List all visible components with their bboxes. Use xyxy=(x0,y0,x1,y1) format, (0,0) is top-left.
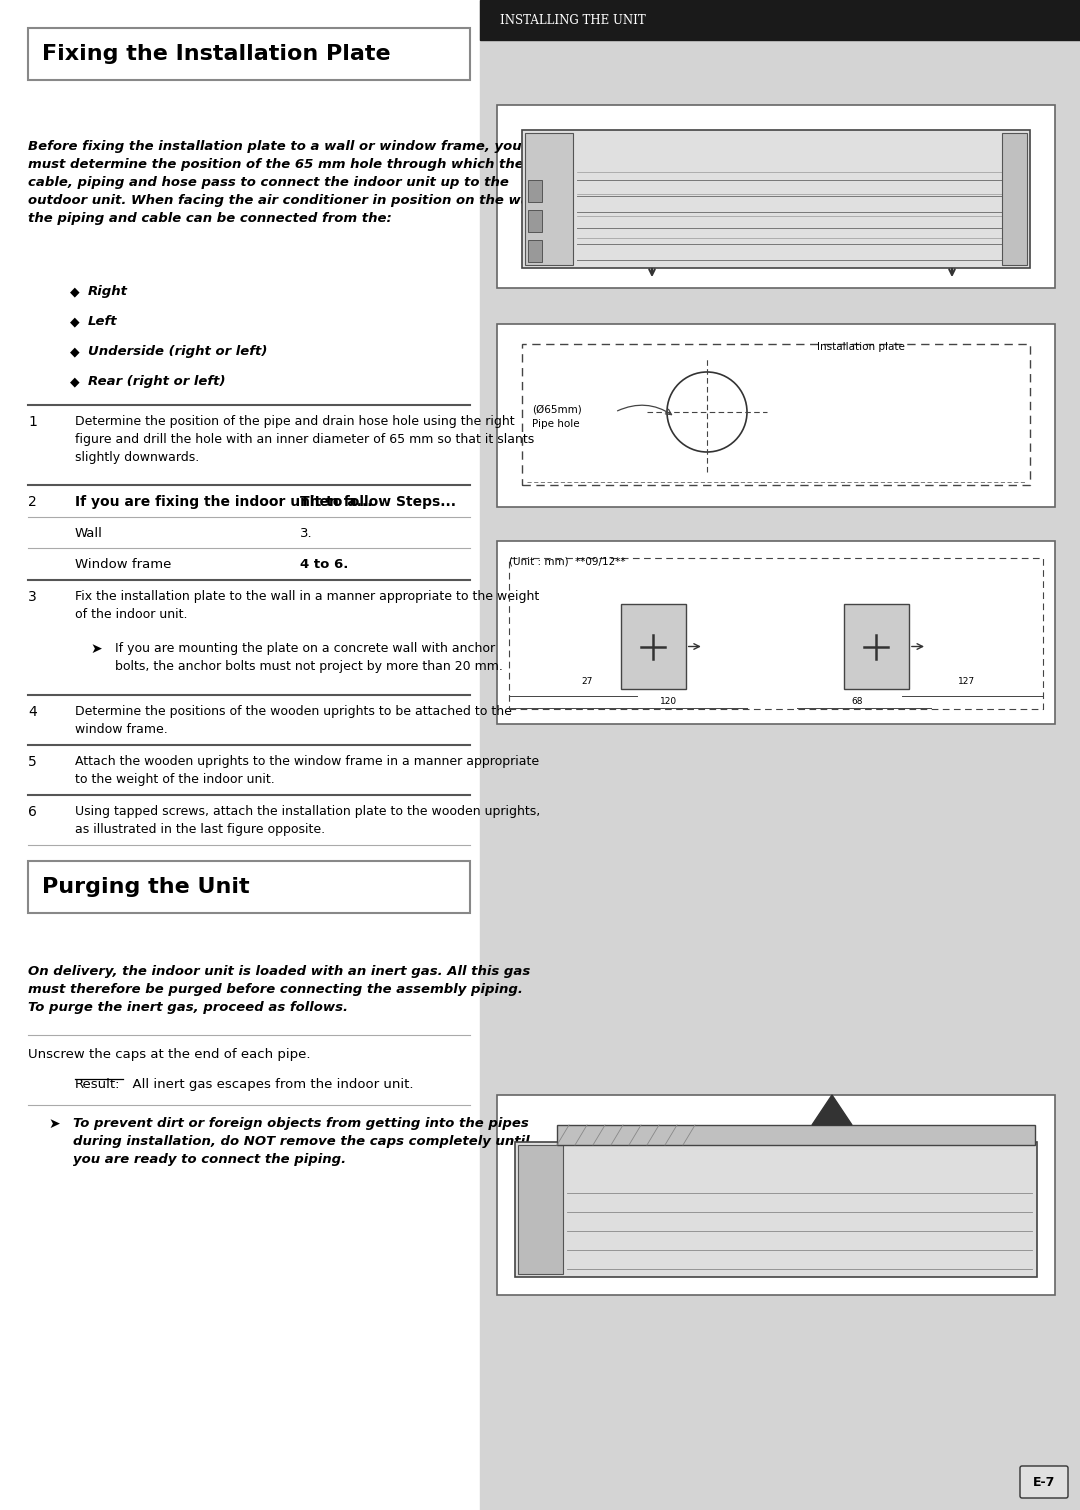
Bar xyxy=(497,541,1055,723)
Text: 3: 3 xyxy=(28,590,37,604)
Text: ◆: ◆ xyxy=(70,344,80,358)
Text: Window frame: Window frame xyxy=(75,559,172,571)
Text: Fix the installation plate to the wall in a manner appropriate to the weight
of : Fix the installation plate to the wall i… xyxy=(75,590,539,621)
Text: Unscrew the caps at the end of each pipe.: Unscrew the caps at the end of each pipe… xyxy=(28,1048,311,1062)
Text: 5: 5 xyxy=(28,755,37,769)
Text: ➤: ➤ xyxy=(48,1117,59,1131)
Bar xyxy=(522,344,1030,485)
Text: Wall: Wall xyxy=(75,527,103,541)
Text: E-7: E-7 xyxy=(1032,1475,1055,1489)
Text: 68: 68 xyxy=(851,698,863,707)
Bar xyxy=(518,1145,563,1274)
Bar xyxy=(557,1125,1035,1145)
FancyBboxPatch shape xyxy=(28,29,470,80)
Text: 6: 6 xyxy=(28,805,37,818)
Text: Attach the wooden uprights to the window frame in a manner appropriate
to the we: Attach the wooden uprights to the window… xyxy=(75,755,539,787)
Text: If you are mounting the plate on a concrete wall with anchor
bolts, the anchor b: If you are mounting the plate on a concr… xyxy=(114,642,503,673)
Text: 4 to 6.: 4 to 6. xyxy=(300,559,349,571)
Text: (Ø65mm): (Ø65mm) xyxy=(532,405,582,414)
FancyBboxPatch shape xyxy=(28,861,470,914)
Text: 127: 127 xyxy=(958,678,975,687)
Text: Fixing the Installation Plate: Fixing the Installation Plate xyxy=(42,44,391,63)
Text: ➤: ➤ xyxy=(90,642,102,655)
Text: Determine the positions of the wooden uprights to be attached to the
window fram: Determine the positions of the wooden up… xyxy=(75,705,512,735)
Bar xyxy=(1002,133,1027,264)
Text: Determine the position of the pipe and drain hose hole using the right
figure an: Determine the position of the pipe and d… xyxy=(75,415,535,464)
Text: If you are fixing the indoor unit to a...: If you are fixing the indoor unit to a..… xyxy=(75,495,373,509)
FancyBboxPatch shape xyxy=(1020,1466,1068,1498)
Bar xyxy=(480,0,1080,39)
Bar xyxy=(528,240,542,263)
Bar xyxy=(522,130,1030,267)
Text: Rear (right or left): Rear (right or left) xyxy=(87,374,226,388)
Text: Installation plate: Installation plate xyxy=(816,341,905,352)
Bar xyxy=(497,325,1055,507)
Text: Underside (right or left): Underside (right or left) xyxy=(87,344,268,358)
Text: ◆: ◆ xyxy=(70,374,80,388)
Text: All inert gas escapes from the indoor unit.: All inert gas escapes from the indoor un… xyxy=(124,1078,414,1092)
Text: To prevent dirt or foreign objects from getting into the pipes
during installati: To prevent dirt or foreign objects from … xyxy=(73,1117,529,1166)
Polygon shape xyxy=(812,1095,852,1125)
Bar xyxy=(497,106,1055,288)
Text: (Unit : mm)  **09/12**: (Unit : mm) **09/12** xyxy=(509,556,625,566)
Bar xyxy=(843,604,909,689)
Text: Then follow Steps...: Then follow Steps... xyxy=(300,495,456,509)
Circle shape xyxy=(667,371,747,451)
Text: 3.: 3. xyxy=(300,527,312,541)
Text: 27: 27 xyxy=(581,678,593,687)
Text: Pipe hole: Pipe hole xyxy=(532,418,580,429)
Text: Left: Left xyxy=(87,316,118,328)
Text: 2: 2 xyxy=(28,495,37,509)
Bar xyxy=(528,180,542,202)
Text: Using tapped screws, attach the installation plate to the wooden uprights,
as il: Using tapped screws, attach the installa… xyxy=(75,805,540,837)
Text: INSTALLING THE UNIT: INSTALLING THE UNIT xyxy=(500,14,646,27)
Bar xyxy=(621,604,686,689)
Bar xyxy=(509,559,1043,710)
Text: 1: 1 xyxy=(28,415,37,429)
Text: Purging the Unit: Purging the Unit xyxy=(42,877,249,897)
Text: 120: 120 xyxy=(661,698,677,707)
Text: ◆: ◆ xyxy=(70,285,80,297)
Text: 4: 4 xyxy=(28,705,37,719)
Bar xyxy=(525,133,573,264)
Text: On delivery, the indoor unit is loaded with an inert gas. All this gas
must ther: On delivery, the indoor unit is loaded w… xyxy=(28,965,530,1015)
Bar xyxy=(480,0,1080,1510)
Text: Result:: Result: xyxy=(75,1078,121,1092)
Text: Right: Right xyxy=(87,285,129,297)
Bar xyxy=(515,1142,1037,1277)
Text: Before fixing the installation plate to a wall or window frame, you
must determi: Before fixing the installation plate to … xyxy=(28,140,543,225)
Text: ◆: ◆ xyxy=(70,316,80,328)
Bar xyxy=(497,1095,1055,1296)
Bar xyxy=(528,210,542,233)
